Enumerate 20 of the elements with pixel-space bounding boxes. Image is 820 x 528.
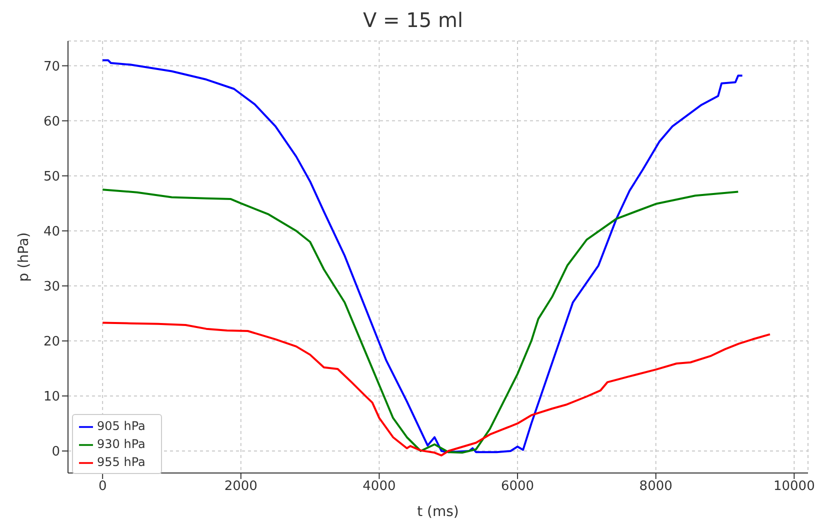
x-tick-label: 10000	[773, 479, 815, 494]
legend-label: 930 hPa	[97, 437, 146, 451]
x-tick-label: 0	[98, 479, 107, 494]
legend-label: 905 hPa	[97, 419, 146, 433]
y-tick-label: 0	[52, 444, 60, 460]
x-tick-label: 4000	[362, 479, 396, 494]
y-tick-label: 20	[43, 334, 60, 350]
x-tick-label: 8000	[639, 479, 672, 494]
y-tick-label: 70	[43, 59, 60, 74]
y-tick-label: 10	[43, 390, 60, 405]
y-tick-label: 50	[43, 169, 60, 184]
y-tick-label: 30	[43, 280, 60, 295]
y-tick-label: 60	[43, 114, 60, 130]
chart-title: V = 15 ml	[362, 8, 464, 34]
y-tick-label: 40	[43, 224, 60, 240]
y-axis-title: p (hPa)	[16, 232, 32, 282]
legend-label: 955 hPa	[97, 455, 146, 469]
x-tick-label: 2000	[224, 479, 258, 494]
x-axis-title: t (ms)	[417, 504, 459, 520]
x-tick-label: 6000	[500, 479, 534, 494]
